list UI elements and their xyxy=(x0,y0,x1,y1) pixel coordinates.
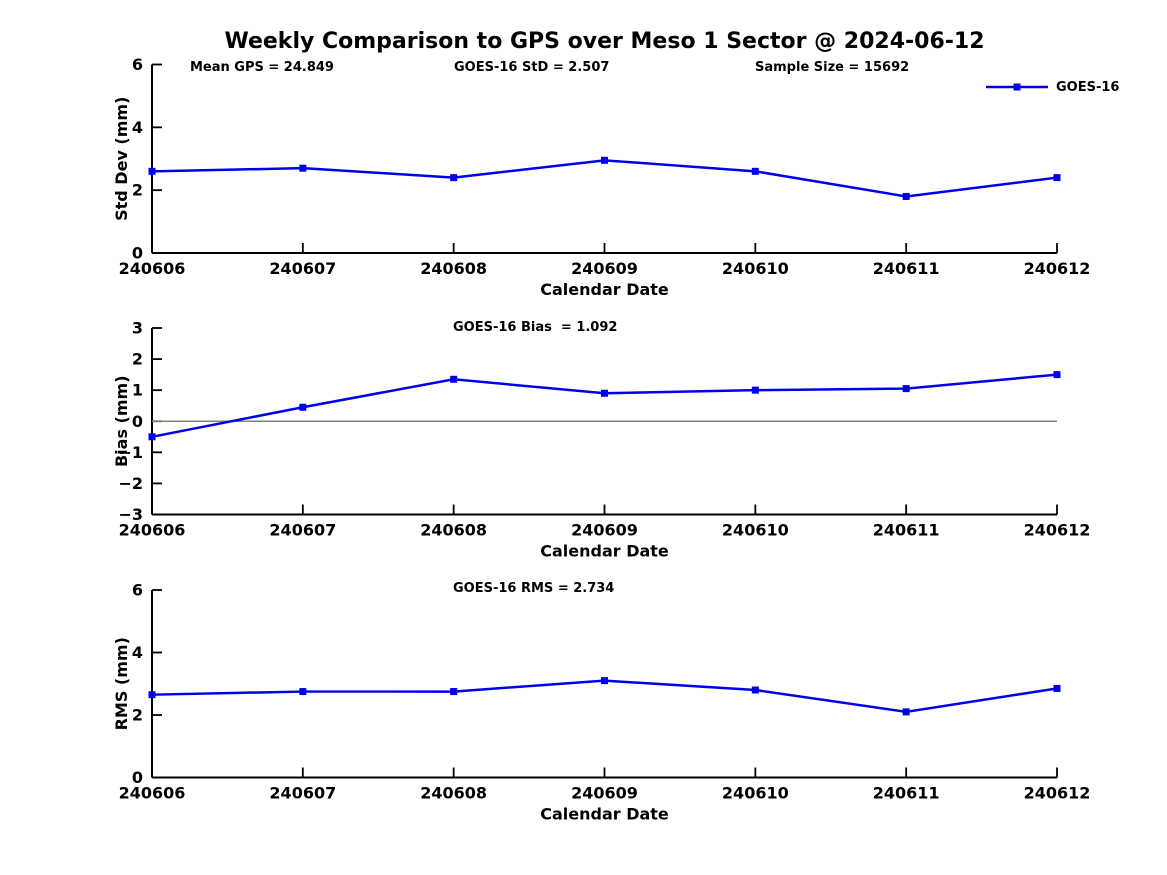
x-tick-label: 240612 xyxy=(1024,259,1091,278)
figure-title: Weekly Comparison to GPS over Meso 1 Sec… xyxy=(224,29,985,54)
data-point-marker xyxy=(601,677,608,685)
x-tick-label: 240606 xyxy=(119,259,186,278)
x-tick-label: 240611 xyxy=(873,259,940,278)
y-axis-title: Std Dev (mm) xyxy=(112,97,131,221)
y-tick-label: 0 xyxy=(132,244,143,263)
x-tick-label: 240608 xyxy=(420,259,487,278)
y-axis-title: RMS (mm) xyxy=(112,637,131,730)
y-tick-label: −1 xyxy=(118,443,143,462)
data-point-marker xyxy=(450,688,458,696)
y-tick-label: −2 xyxy=(118,474,143,493)
data-point-marker xyxy=(902,192,910,200)
x-tick-label: 240610 xyxy=(722,784,789,803)
y-tick-label: 0 xyxy=(132,412,143,431)
y-tick-label: 0 xyxy=(132,768,143,787)
legend-marker xyxy=(1013,83,1021,91)
y-tick-label: −3 xyxy=(118,505,143,524)
x-tick-label: 240612 xyxy=(1024,784,1091,803)
x-tick-label: 240607 xyxy=(269,259,336,278)
series-line-GOES-16 xyxy=(151,159,1058,198)
data-point-marker xyxy=(299,403,307,411)
x-axis-title: Calendar Date xyxy=(540,542,669,561)
x-axis-title: Calendar Date xyxy=(540,280,669,299)
annotation-mean-gps: Mean GPS = 24.849 xyxy=(190,60,334,75)
legend-label: GOES-16 xyxy=(1056,79,1120,95)
data-point-marker xyxy=(299,164,307,172)
data-point-marker xyxy=(601,389,608,397)
panel-std-dev: 0 2 4 6 240606 240607 240608 240609 240610 240611… xyxy=(112,55,1090,299)
x-tick-label: 240609 xyxy=(571,259,638,278)
x-tick-label: 240609 xyxy=(571,521,638,540)
y-tick-label: 6 xyxy=(132,581,143,600)
y-tick-label: 6 xyxy=(132,55,143,74)
data-point-marker xyxy=(601,156,608,164)
series-line-GOES-16 xyxy=(151,679,1058,714)
data-point-marker xyxy=(148,167,156,175)
annotation-goes16-bias: GOES-16 Bias = 1.092 xyxy=(453,320,618,335)
data-point-marker xyxy=(751,686,759,694)
y-tick-label: 3 xyxy=(132,319,143,338)
y-tick-label: 2 xyxy=(132,706,143,725)
annotation-goes16-rms: GOES-16 RMS = 2.734 xyxy=(453,581,615,596)
x-tick-label: 240610 xyxy=(722,259,789,278)
annotation-goes16-std: GOES-16 StD = 2.507 xyxy=(454,60,610,75)
x-tick-label: 240606 xyxy=(119,521,186,540)
x-tick-label: 240607 xyxy=(269,521,336,540)
data-point-marker xyxy=(148,691,156,699)
data-point-marker xyxy=(1053,174,1061,182)
y-tick-label: 2 xyxy=(132,350,143,369)
x-tick-label: 240612 xyxy=(1024,521,1091,540)
data-point-marker xyxy=(1053,371,1061,379)
data-point-marker xyxy=(751,167,759,175)
series-line-GOES-16 xyxy=(151,373,1058,439)
data-point-marker xyxy=(148,433,156,441)
x-tick-label: 240611 xyxy=(873,784,940,803)
x-tick-label: 240610 xyxy=(722,521,789,540)
y-tick-label: 4 xyxy=(132,118,143,137)
x-tick-label: 240608 xyxy=(420,784,487,803)
annotation-sample-size: Sample Size = 15692 xyxy=(755,60,910,75)
x-tick-label: 240608 xyxy=(420,521,487,540)
data-point-marker xyxy=(902,708,910,716)
x-tick-label: 240609 xyxy=(571,784,638,803)
data-point-marker xyxy=(902,385,910,393)
y-tick-label: 4 xyxy=(132,643,143,662)
x-tick-label: 240611 xyxy=(873,521,940,540)
y-axis-title: Bias (mm) xyxy=(112,375,131,467)
legend-line-marker-icon xyxy=(986,83,1048,91)
panel-bias: −3 −2 −1 0 1 2 3 240606 240607 240608 240609 240610… xyxy=(112,319,1090,561)
y-tick-label: 1 xyxy=(132,381,143,400)
x-axis-title: Calendar Date xyxy=(540,805,669,824)
data-point-marker xyxy=(450,375,458,383)
data-point-marker xyxy=(299,688,307,696)
y-tick-label: 2 xyxy=(132,181,143,200)
x-tick-label: 240606 xyxy=(119,784,186,803)
x-tick-label: 240607 xyxy=(269,784,336,803)
panel-rms: 0 2 4 6 240606 240607 240608 240609 240610 240611… xyxy=(112,581,1090,824)
data-point-marker xyxy=(751,386,759,394)
data-point-marker xyxy=(450,174,458,182)
legend: GOES-16 xyxy=(985,78,1119,96)
data-point-marker xyxy=(1053,684,1061,692)
